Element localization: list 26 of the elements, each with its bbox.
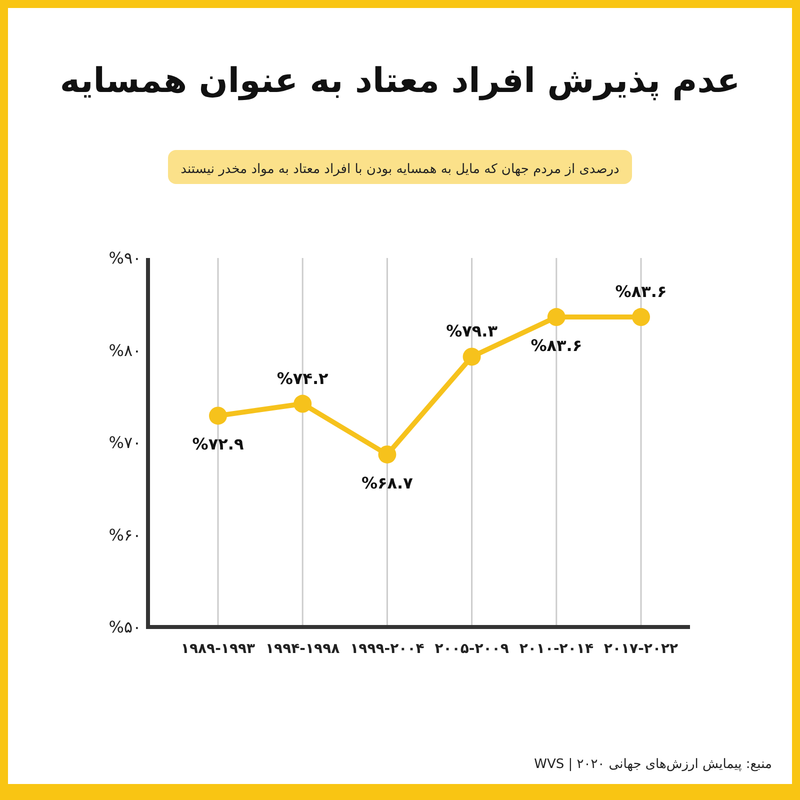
x-tick-label: ۲۰۰۵-۲۰۰۹ bbox=[434, 641, 510, 657]
x-tick-label: ۲۰۱۰-۲۰۱۴ bbox=[519, 641, 594, 657]
data-label: %۸۳.۶ bbox=[615, 282, 667, 302]
chart-title: عدم پذیرش افراد معتاد به عنوان همسایه bbox=[60, 61, 740, 101]
data-label: %۶۸.۷ bbox=[361, 473, 414, 492]
text: منبع: پیمایش ارزش‌های جهانی WVS | ۲۰۲۰ bbox=[534, 757, 772, 772]
point bbox=[547, 308, 566, 326]
point bbox=[378, 445, 396, 464]
point bbox=[462, 348, 481, 366]
point bbox=[294, 394, 312, 413]
x-tick-label: ۱۹۹۹-۲۰۰۴ bbox=[350, 641, 425, 657]
y-tick-label: %۹۰ bbox=[108, 248, 142, 268]
data-label: %۷۲.۹ bbox=[192, 434, 244, 454]
x-tick-label: ۱۹۸۹-۱۹۹۳ bbox=[180, 641, 256, 657]
chart-subtitle: درصدی از مردم جهان که مایل به همسایه بودن با افراد معتاد به مواد مخدر نیستند bbox=[180, 162, 620, 177]
data-label: %۷۴.۲ bbox=[276, 368, 329, 388]
y-tick-label: %۷۰ bbox=[108, 433, 142, 452]
point bbox=[209, 406, 227, 425]
x-tick-label: ۲۰۱۷-۲۰۲۲ bbox=[604, 641, 679, 657]
y-tick-label: %۶۰ bbox=[108, 525, 142, 544]
data-label: %۸۳.۶ bbox=[530, 336, 582, 356]
y-tick-label: %۸۰ bbox=[108, 340, 142, 360]
y-tick-label: %۵۰ bbox=[108, 618, 142, 636]
point bbox=[632, 308, 650, 326]
x-tick-label: ۱۹۹۴-۱۹۹۸ bbox=[266, 641, 340, 657]
data-label: %۷۹.۳ bbox=[446, 322, 498, 341]
